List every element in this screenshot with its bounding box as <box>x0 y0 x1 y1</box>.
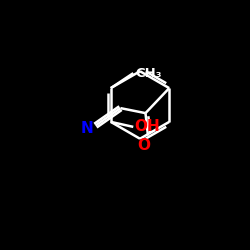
Text: O: O <box>138 138 151 153</box>
Text: N: N <box>80 121 93 136</box>
Text: OH: OH <box>134 120 160 134</box>
Text: CH₃: CH₃ <box>136 66 162 80</box>
